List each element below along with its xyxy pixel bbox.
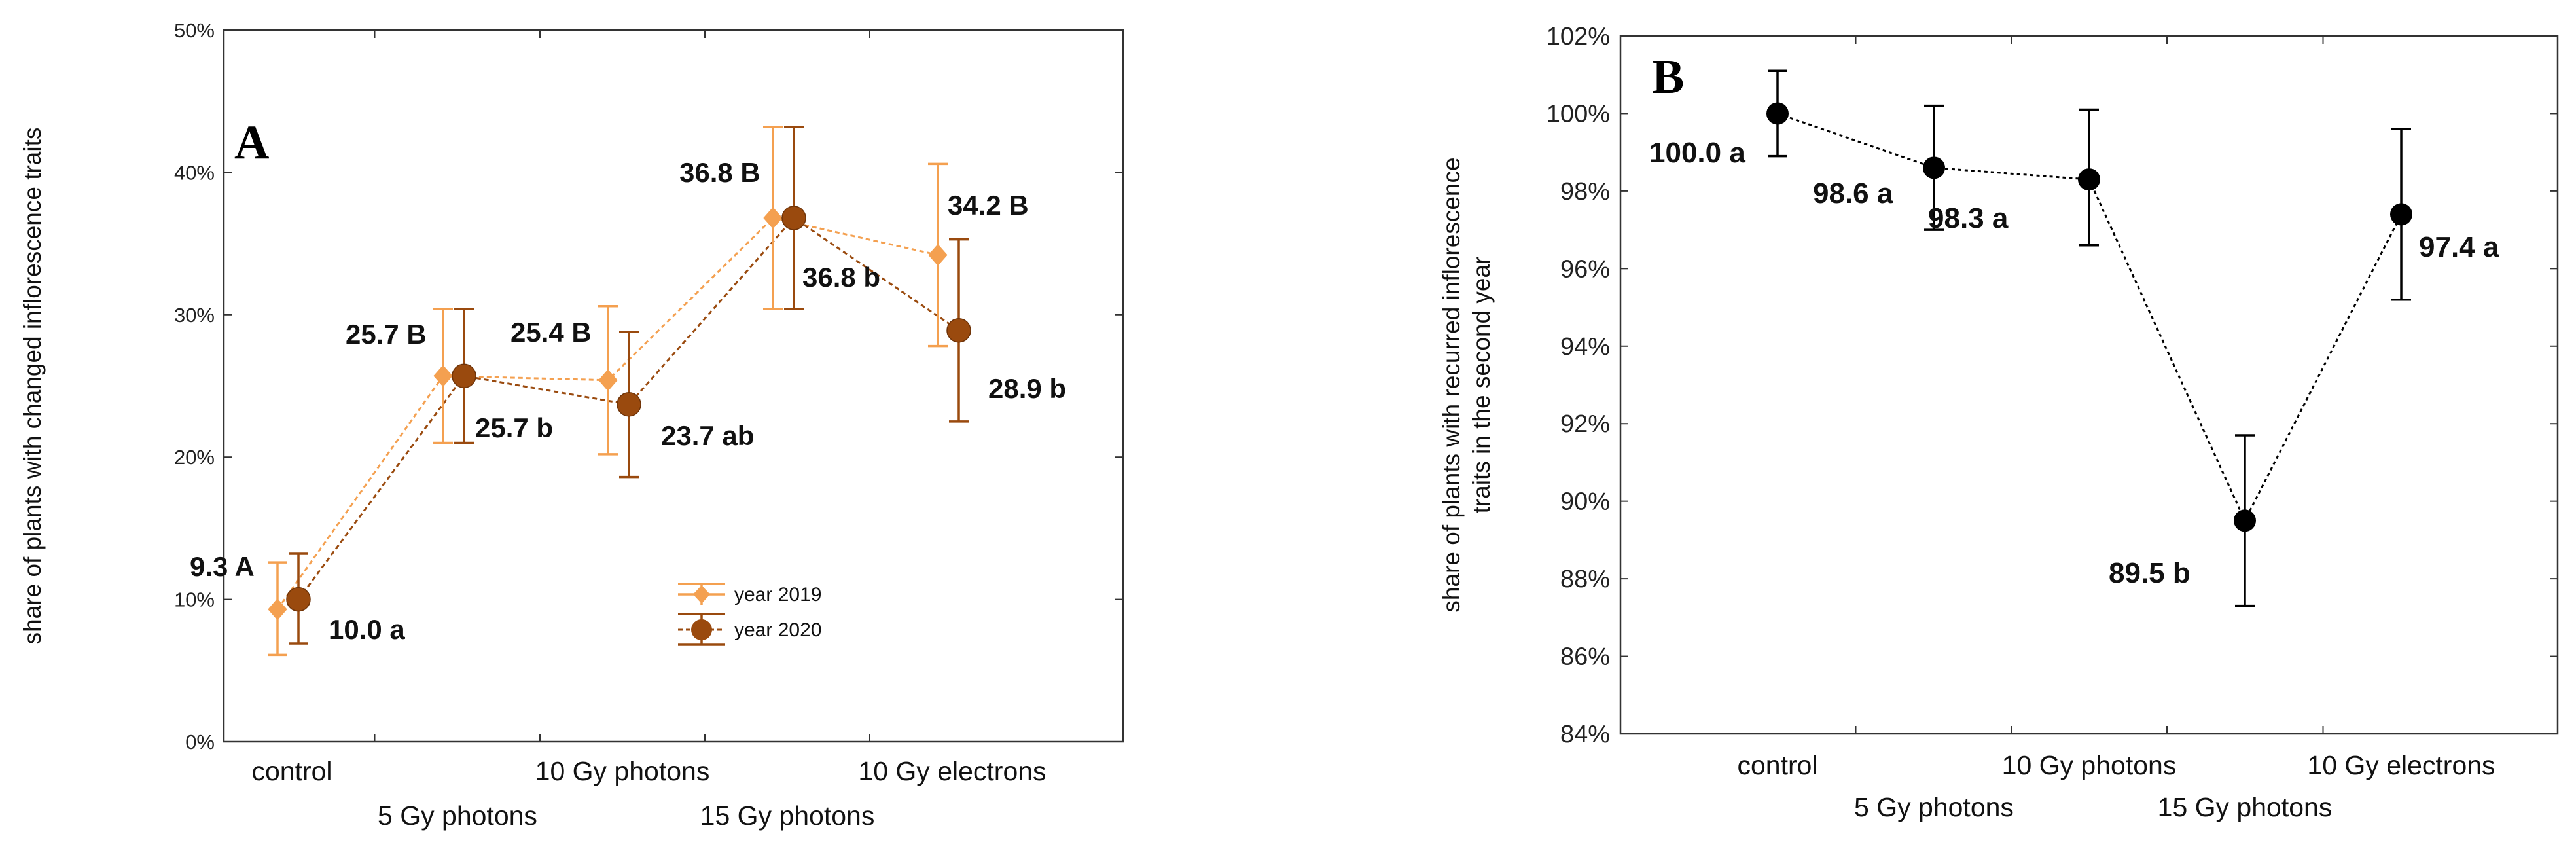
data-label-2019: 34.2 B <box>948 190 1029 221</box>
data-label-2020: 28.9 b <box>988 373 1066 404</box>
y-tick-label: 90% <box>1560 488 1610 516</box>
panel-letter-a: A <box>234 116 269 170</box>
y-tick-label: 96% <box>1560 255 1610 283</box>
x-category-label: 10 Gy photons <box>2002 750 2177 780</box>
y-axis-title: traits in the second year <box>1468 257 1495 514</box>
legend-swatch-2019 <box>693 585 710 604</box>
point-2019 <box>268 598 287 621</box>
data-point <box>2078 168 2100 191</box>
panel-letter-b: B <box>1652 50 1684 104</box>
x-category-label: 10 Gy electrons <box>2307 750 2495 780</box>
panel-b: 84% 86% 88% 90% 92% 94% 96% 98% 100% 102% share of… <box>1438 23 2559 822</box>
data-point <box>2390 203 2412 226</box>
data-label-2019: 9.3 A <box>190 551 255 582</box>
point-2019 <box>763 207 783 229</box>
y-tick-label: 84% <box>1560 721 1610 748</box>
legend: year 2019 year 2020 <box>678 583 821 646</box>
y-tick-label: 50% <box>174 19 215 42</box>
point-2020 <box>452 363 476 389</box>
data-label-2020: 25.7 b <box>475 412 553 443</box>
data-label-2019: 25.4 B <box>510 317 592 348</box>
y-tick-label: 0% <box>185 731 215 753</box>
y-tick-label: 98% <box>1560 178 1610 206</box>
x-category-label: 10 Gy photons <box>535 756 710 786</box>
x-category-label: 5 Gy photons <box>378 801 537 831</box>
legend-label-2020: year 2020 <box>734 619 821 641</box>
data-label-2020: 36.8 b <box>802 262 880 293</box>
y-tick-label: 10% <box>174 588 215 611</box>
data-label: 100.0 a <box>1649 137 1745 169</box>
data-label: 98.6 a <box>1813 177 1893 209</box>
legend-swatch-2020 <box>691 619 712 640</box>
y-tick-label: 30% <box>174 304 215 327</box>
data-label-2020: 23.7 ab <box>661 420 754 451</box>
point-2019 <box>928 244 948 266</box>
x-category-label: 10 Gy electrons <box>858 756 1046 786</box>
point-2019 <box>433 365 453 388</box>
x-category-label: control <box>1737 750 1817 780</box>
point-2019 <box>598 369 618 391</box>
plot-frame <box>223 29 1124 743</box>
data-label-2019: 25.7 B <box>346 319 427 350</box>
data-label: 97.4 a <box>2419 231 2499 263</box>
y-tick-label: 100% <box>1547 100 1610 128</box>
x-category-label: 5 Gy photons <box>1854 792 2014 822</box>
data-label-2020: 10.0 a <box>329 614 405 645</box>
point-2020 <box>946 317 971 343</box>
y-tick-label: 88% <box>1560 566 1610 593</box>
data-label-2019: 36.8 B <box>679 157 760 188</box>
y-tick-label: 102% <box>1547 23 1610 50</box>
y-axis-title: share of plants with recurred infloresce… <box>1438 157 1465 612</box>
data-label: 89.5 b <box>2109 557 2191 589</box>
legend-label-2019: year 2019 <box>734 584 821 606</box>
data-point <box>2234 509 2256 532</box>
plot-frame <box>1619 35 2559 735</box>
y-tick-label: 86% <box>1560 643 1610 671</box>
y-tick-label: 92% <box>1560 410 1610 438</box>
y-tick-label: 94% <box>1560 333 1610 361</box>
x-category-label: 15 Gy photons <box>2158 792 2333 822</box>
y-axis-title: share of plants with changed inflorescen… <box>19 128 46 645</box>
x-category-label: 15 Gy photons <box>700 801 875 831</box>
y-tick-label: 20% <box>174 446 215 469</box>
x-category-label: control <box>251 756 332 786</box>
data-point <box>1766 102 1789 125</box>
point-2020 <box>781 206 806 230</box>
data-label: 98.3 a <box>1928 202 2009 234</box>
data-point <box>1923 156 1945 179</box>
y-tick-label: 40% <box>174 161 215 184</box>
panel-a: 0% 10% 20% 30% 40% 50% share of plants with ch… <box>19 19 1124 831</box>
point-2020 <box>617 392 641 417</box>
point-2020 <box>286 587 311 612</box>
